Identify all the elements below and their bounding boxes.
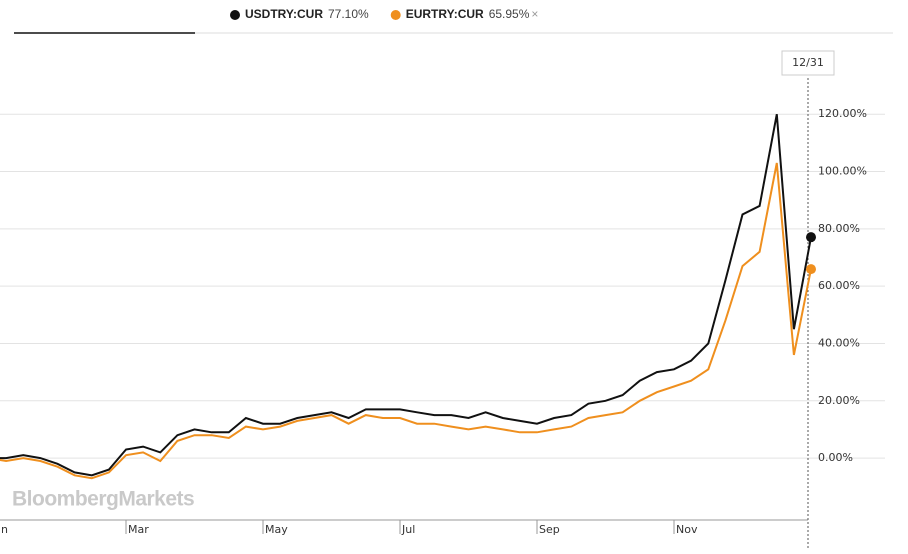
end-dot bbox=[806, 264, 816, 275]
legend-value: 65.95% bbox=[489, 7, 530, 21]
y-tick-label: 120.00% bbox=[818, 107, 867, 120]
watermark: BloombergMarkets bbox=[12, 488, 194, 511]
x-tick-label: Jul bbox=[401, 523, 415, 536]
y-tick-label: 40.00% bbox=[818, 336, 860, 349]
crosshair-label: 12/31 bbox=[792, 56, 824, 69]
legend: USDTRY:CUR 77.10% EURTRY:CUR 65.95% × bbox=[230, 7, 538, 21]
close-icon[interactable]: × bbox=[531, 7, 538, 21]
crosshair-box bbox=[781, 50, 835, 76]
x-tick-label: Sep bbox=[539, 523, 560, 536]
legend-dot bbox=[390, 10, 401, 20]
x-tick-label: Nov bbox=[676, 523, 698, 536]
y-tick-label: 100.00% bbox=[818, 165, 867, 178]
x-tick-label: Mar bbox=[128, 523, 149, 536]
series-line bbox=[0, 114, 812, 477]
y-tick-label: 20.00% bbox=[818, 394, 860, 407]
legend-value: 77.10% bbox=[328, 7, 369, 21]
legend-name: USDTRY:CUR bbox=[245, 7, 323, 21]
y-tick-label: 60.00% bbox=[818, 279, 860, 292]
x-tick-label: Jan bbox=[0, 523, 8, 536]
series-line bbox=[0, 162, 812, 480]
legend-name: EURTRY:CUR bbox=[406, 7, 484, 21]
x-tick-label: May bbox=[265, 523, 288, 536]
y-tick-label: 80.00% bbox=[818, 222, 860, 235]
end-dot bbox=[806, 232, 816, 243]
y-tick-label: 0.00% bbox=[818, 451, 853, 464]
legend-dot bbox=[230, 10, 240, 20]
